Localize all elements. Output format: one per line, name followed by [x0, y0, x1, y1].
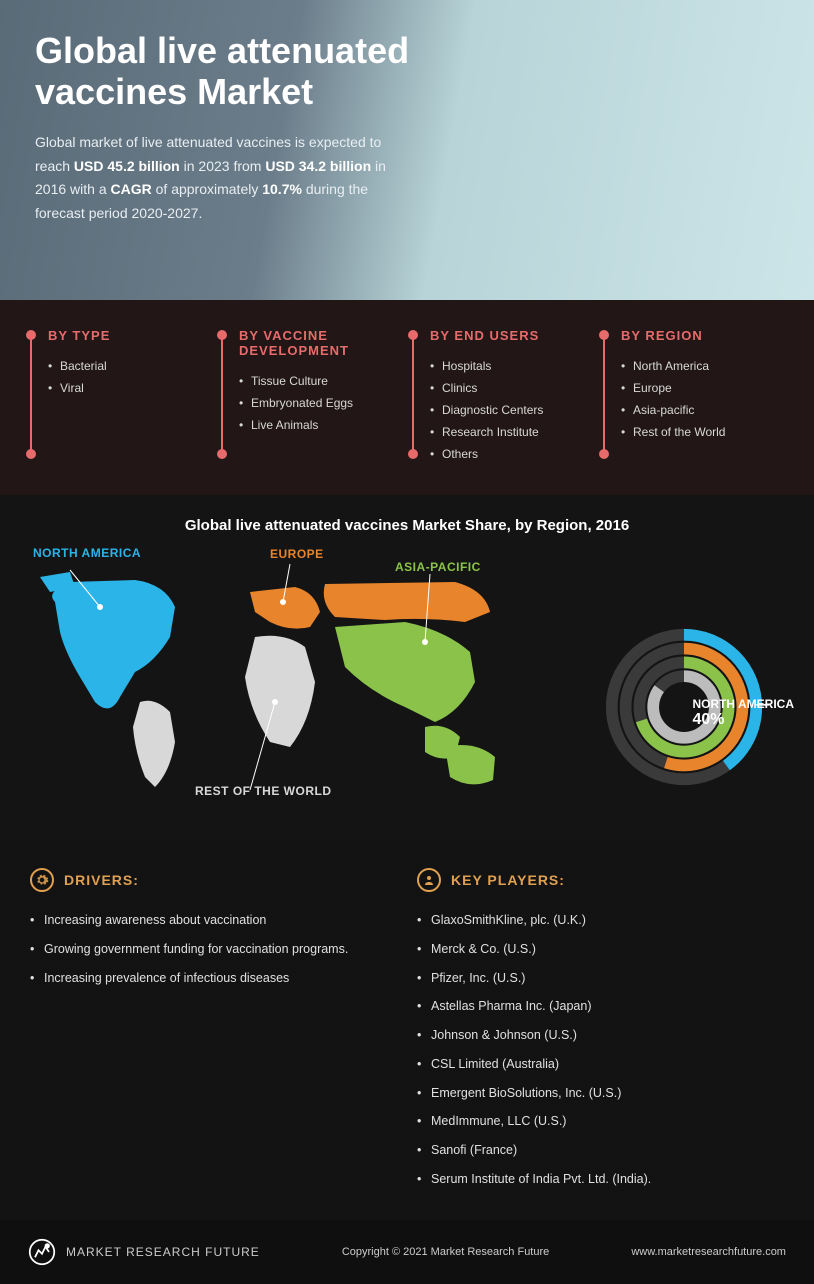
- drivers-list: Increasing awareness about vaccinationGr…: [30, 906, 397, 992]
- key-player-item: Pfizer, Inc. (U.S.): [417, 964, 784, 993]
- category-title: BY TYPE: [48, 328, 211, 343]
- drivers-column: DRIVERS: Increasing awareness about vacc…: [30, 868, 397, 1194]
- category-item: North America: [621, 355, 784, 377]
- category-column: BY VACCINE DEVELOPMENT Tissue CultureEmb…: [221, 328, 402, 465]
- person-icon: [417, 868, 441, 892]
- key-players-title: KEY PLAYERS:: [417, 868, 784, 892]
- hero-section: Global live attenuated vaccines Market G…: [0, 0, 814, 300]
- key-player-item: Astellas Pharma Inc. (Japan): [417, 992, 784, 1021]
- footer: MARKET RESEARCH FUTURE Copyright © 2021 …: [0, 1220, 814, 1284]
- category-title: BY VACCINE DEVELOPMENT: [239, 328, 402, 358]
- key-player-item: Serum Institute of India Pvt. Ltd. (Indi…: [417, 1165, 784, 1194]
- key-player-item: Merck & Co. (U.S.): [417, 935, 784, 964]
- footer-brand-text: MARKET RESEARCH FUTURE: [66, 1245, 260, 1259]
- map-title: Global live attenuated vaccines Market S…: [25, 517, 789, 534]
- category-item: Rest of the World: [621, 421, 784, 443]
- category-item: Viral: [48, 377, 211, 399]
- category-list: Tissue CultureEmbryonated EggsLive Anima…: [239, 370, 402, 436]
- hero-text-bold: 10.7%: [262, 181, 302, 197]
- hero-description: Global market of live attenuated vaccine…: [35, 131, 395, 226]
- key-player-item: Johnson & Johnson (U.S.): [417, 1021, 784, 1050]
- label-europe: EUROPE: [270, 547, 324, 561]
- key-player-item: CSL Limited (Australia): [417, 1050, 784, 1079]
- category-item: Hospitals: [430, 355, 593, 377]
- category-item: Tissue Culture: [239, 370, 402, 392]
- driver-item: Growing government funding for vaccinati…: [30, 935, 397, 964]
- category-item: Europe: [621, 377, 784, 399]
- region-label-text: NORTH AMERICA: [33, 547, 141, 560]
- label-north-america: NORTH AMERICA: [33, 547, 141, 560]
- categories-section: BY TYPE BacterialViral BY VACCINE DEVELO…: [0, 300, 814, 495]
- gear-icon: [30, 868, 54, 892]
- driver-item: Increasing awareness about vaccination: [30, 906, 397, 935]
- drivers-title: DRIVERS:: [30, 868, 397, 892]
- footer-url: www.marketresearchfuture.com: [631, 1246, 786, 1258]
- key-players-column: KEY PLAYERS: GlaxoSmithKline, plc. (U.K.…: [417, 868, 784, 1194]
- hero-text-part: of approximately: [152, 181, 263, 197]
- radial-callout: NORTH AMERICA 40%: [692, 697, 794, 729]
- category-item: Others: [430, 443, 593, 465]
- footer-copyright: Copyright © 2021 Market Research Future: [342, 1246, 549, 1258]
- key-players-list: GlaxoSmithKline, plc. (U.K.)Merck & Co. …: [417, 906, 784, 1194]
- key-player-item: Sanofi (France): [417, 1136, 784, 1165]
- hero-text-part: in 2023 from: [180, 158, 266, 174]
- category-title: BY REGION: [621, 328, 784, 343]
- driver-item: Increasing prevalence of infectious dise…: [30, 964, 397, 993]
- category-list: HospitalsClinicsDiagnostic CentersResear…: [430, 355, 593, 465]
- world-map-icon: [25, 562, 525, 802]
- category-column: BY TYPE BacterialViral: [30, 328, 211, 465]
- category-column: BY END USERS HospitalsClinicsDiagnostic …: [412, 328, 593, 465]
- category-item: Clinics: [430, 377, 593, 399]
- brand-logo-icon: [28, 1238, 56, 1266]
- category-item: Diagnostic Centers: [430, 399, 593, 421]
- key-player-item: MedImmune, LLC (U.S.): [417, 1107, 784, 1136]
- category-list: North AmericaEuropeAsia-pacificRest of t…: [621, 355, 784, 443]
- hero-text-bold: CAGR: [111, 181, 152, 197]
- drivers-title-text: DRIVERS:: [64, 872, 139, 888]
- category-item: Live Animals: [239, 414, 402, 436]
- category-item: Bacterial: [48, 355, 211, 377]
- category-column: BY REGION North AmericaEuropeAsia-pacifi…: [603, 328, 784, 465]
- hero-text-bold: USD 45.2 billion: [74, 158, 180, 174]
- map-area: NORTH AMERICA EUROPE ASIA-PACIFIC REST O…: [25, 552, 789, 812]
- category-title: BY END USERS: [430, 328, 593, 343]
- category-item: Asia-pacific: [621, 399, 784, 421]
- map-section: Global live attenuated vaccines Market S…: [0, 495, 814, 840]
- bottom-section: DRIVERS: Increasing awareness about vacc…: [0, 840, 814, 1220]
- page-title: Global live attenuated vaccines Market: [35, 30, 435, 113]
- footer-brand: MARKET RESEARCH FUTURE: [28, 1238, 260, 1266]
- category-item: Embryonated Eggs: [239, 392, 402, 414]
- category-item: Research Institute: [430, 421, 593, 443]
- key-player-item: GlaxoSmithKline, plc. (U.K.): [417, 906, 784, 935]
- hero-text-bold: USD 34.2 billion: [265, 158, 371, 174]
- radial-callout-value: 40%: [692, 711, 794, 729]
- radial-callout-region: NORTH AMERICA: [692, 697, 794, 711]
- key-player-item: Emergent BioSolutions, Inc. (U.S.): [417, 1079, 784, 1108]
- key-players-title-text: KEY PLAYERS:: [451, 872, 565, 888]
- category-list: BacterialViral: [48, 355, 211, 399]
